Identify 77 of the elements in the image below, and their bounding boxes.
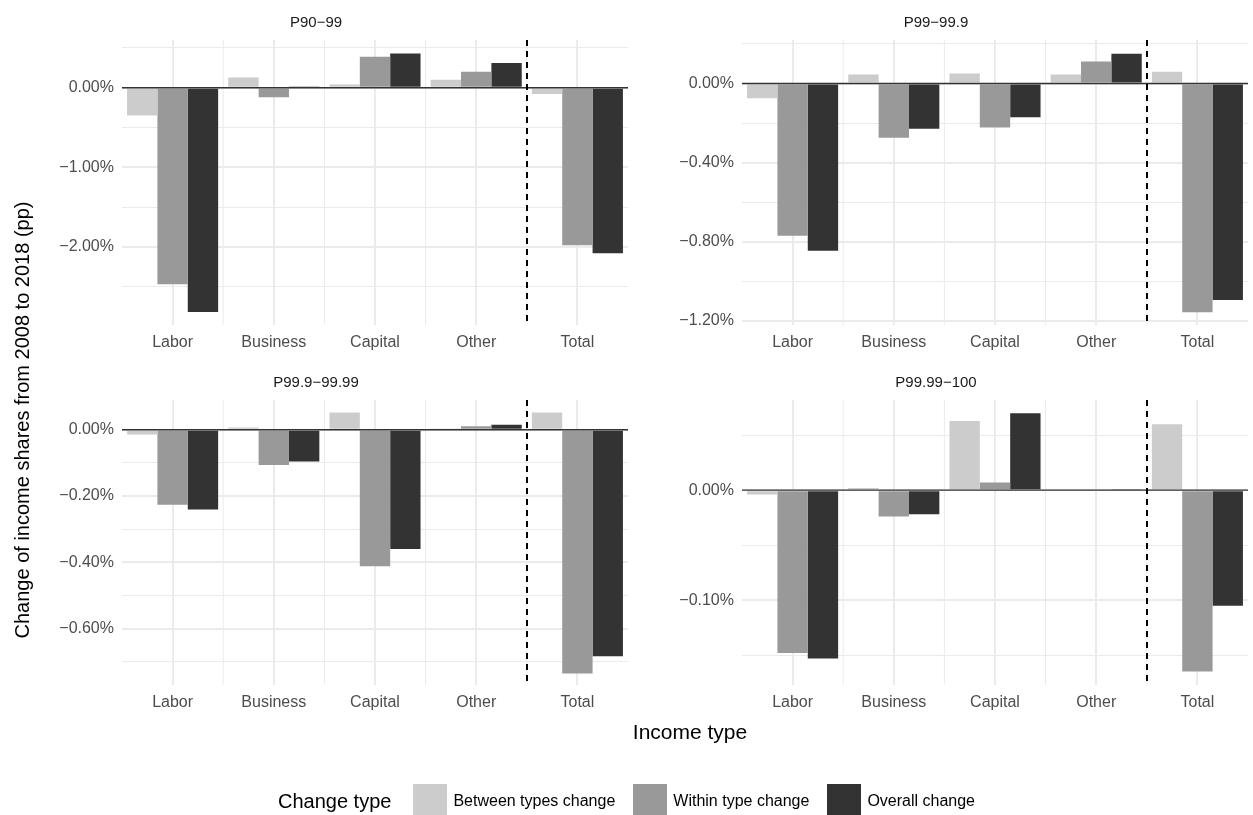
legend-label: Overall change: [867, 792, 975, 810]
x-tick-label: Labor: [152, 692, 194, 710]
bar: [258, 430, 289, 465]
bar: [979, 482, 1011, 490]
x-tick-label: Labor: [152, 332, 194, 350]
bar: [949, 420, 980, 490]
x-tick-label: Labor: [772, 332, 814, 350]
bar: [1081, 61, 1112, 83]
bar: [1182, 491, 1213, 672]
y-tick-label: 0.00%: [68, 420, 114, 438]
chart-title: P99−99.9: [903, 13, 969, 31]
x-axis-title: Income type: [632, 720, 748, 744]
x-tick-label: Total: [1180, 332, 1215, 350]
bar: [127, 88, 158, 116]
x-tick-label: Business: [861, 692, 927, 710]
x-tick-label: Capital: [350, 332, 400, 350]
bar: [359, 430, 391, 567]
y-tick-label: 0.00%: [688, 480, 734, 498]
y-tick-label: 0.00%: [688, 73, 734, 91]
legend-title: Change type: [277, 789, 392, 813]
x-tick-label: Business: [241, 692, 307, 710]
bar: [747, 84, 778, 99]
bar: [329, 84, 360, 87]
x-tick-label: Other: [456, 692, 497, 710]
x-tick-label: Capital: [350, 692, 400, 710]
bar: [878, 491, 909, 517]
x-tick-label: Capital: [970, 332, 1020, 350]
x-tick-label: Business: [241, 332, 307, 350]
bar: [531, 412, 563, 429]
bar: [1151, 71, 1183, 83]
y-tick-label: −1.00%: [59, 157, 114, 175]
bar: [777, 491, 808, 653]
x-tick-label: Other: [1076, 692, 1117, 710]
y-tick-label: −0.80%: [679, 232, 734, 250]
y-tick-label: −0.20%: [59, 486, 114, 504]
x-tick-label: Total: [560, 692, 595, 710]
bar: [747, 491, 778, 495]
bar: [949, 73, 980, 83]
chart-title: P90−99: [289, 13, 343, 31]
chart-title: P99.9−99.99: [273, 373, 359, 391]
bar: [228, 77, 259, 87]
bar: [777, 84, 808, 236]
bar: [461, 71, 492, 87]
bar: [430, 79, 462, 87]
bar: [878, 84, 909, 138]
legend-label: Within type change: [673, 792, 810, 810]
bar: [157, 88, 188, 285]
bar: [531, 88, 563, 95]
bar: [979, 84, 1011, 128]
y-tick-label: −0.40%: [679, 153, 734, 171]
bar: [562, 430, 593, 674]
x-tick-label: Other: [1076, 332, 1117, 350]
bar: [1151, 424, 1183, 490]
y-tick-label: −1.20%: [679, 311, 734, 329]
x-tick-label: Labor: [772, 692, 814, 710]
bar: [562, 88, 593, 246]
x-tick-label: Total: [560, 332, 595, 350]
y-tick-label: −2.00%: [59, 237, 114, 255]
x-tick-label: Other: [456, 332, 497, 350]
bar: [329, 412, 360, 429]
y-tick-label: 0.00%: [68, 78, 114, 96]
bar: [157, 430, 188, 505]
x-tick-label: Total: [1180, 692, 1215, 710]
bar: [1050, 74, 1082, 83]
y-tick-label: −0.40%: [59, 552, 114, 570]
legend-label: Between types change: [453, 792, 616, 810]
y-tick-label: −0.60%: [59, 618, 114, 636]
y-tick-label: −0.10%: [679, 590, 734, 608]
bar: [848, 74, 879, 83]
x-tick-label: Capital: [970, 692, 1020, 710]
bar: [359, 56, 391, 87]
y-axis-title: Change of income shares from 2008 to 2018 (pp): [10, 201, 34, 639]
bar: [1182, 84, 1213, 313]
bar: [258, 88, 289, 98]
bar: [461, 426, 492, 429]
chart-title: P99.99−100: [895, 373, 977, 391]
x-tick-label: Business: [861, 332, 927, 350]
